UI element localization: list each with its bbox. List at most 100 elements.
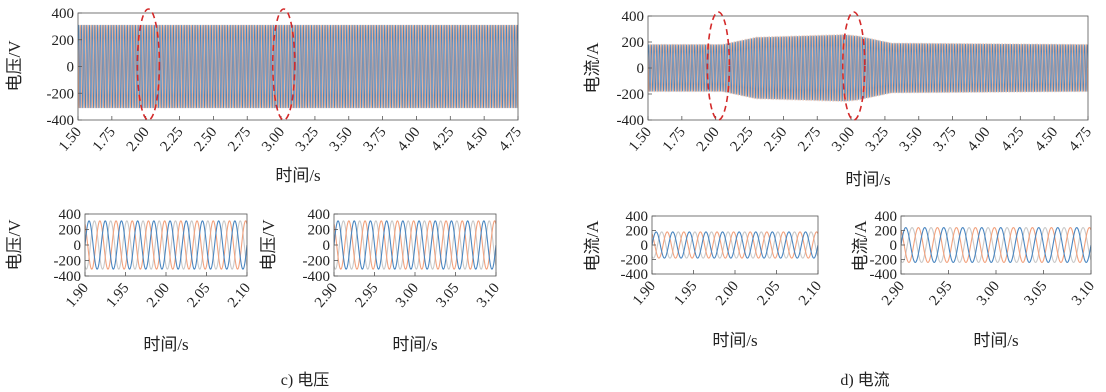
x-axis-label: 时间/s: [143, 335, 188, 354]
x-tick-label: 1.75: [660, 124, 689, 154]
y-tick-label: 200: [626, 224, 649, 240]
x-tick-label: 3.50: [327, 124, 356, 154]
series-phase-2: [652, 231, 818, 259]
x-tick-label: 2.75: [795, 124, 824, 154]
y-axis-label: 电压/V: [5, 219, 24, 271]
x-tick-label: 4.25: [998, 124, 1027, 154]
series-phase-3: [648, 34, 1088, 102]
series-phase-3: [901, 227, 1091, 263]
x-tick-label: 2.50: [761, 124, 790, 154]
y-tick-label: -200: [617, 87, 645, 103]
x-tick-label: 2.25: [727, 124, 756, 154]
x-tick-label: 3.05: [1021, 278, 1050, 308]
x-tick-label: 2.75: [225, 124, 254, 154]
x-tick-label: 3.75: [931, 124, 960, 154]
x-tick-label: 2.00: [694, 124, 723, 154]
x-tick-label: 3.25: [863, 124, 892, 154]
y-tick-label: -400: [303, 269, 331, 285]
y-tick-label: -400: [870, 267, 898, 283]
x-tick-label: 2.00: [713, 278, 742, 308]
y-tick-label: 0: [637, 61, 645, 77]
y-axis-label: 电流/A: [851, 220, 870, 272]
y-tick-label: -400: [47, 113, 75, 129]
x-tick-label: 1.95: [671, 278, 700, 308]
x-tick-label: 3.00: [829, 124, 858, 154]
x-tick-label: 3.25: [293, 124, 322, 154]
y-tick-label: -200: [47, 86, 75, 102]
x-tick-label: 4.00: [394, 124, 423, 154]
y-tick-label: -400: [617, 113, 645, 129]
x-tick-label: 3.75: [361, 124, 390, 154]
x-tick-label: 4.75: [1066, 124, 1095, 154]
x-tick-label: 2.95: [352, 280, 381, 310]
x-tick-label: 2.05: [184, 280, 213, 310]
y-tick-label: 400: [875, 209, 898, 225]
x-tick-label: 1.75: [90, 124, 119, 154]
x-tick-label: 2.10: [796, 278, 825, 308]
series-phase-3: [78, 24, 518, 109]
y-tick-label: 200: [308, 223, 331, 239]
y-tick-label: 0: [67, 60, 75, 76]
x-tick-label: 2.10: [225, 280, 254, 310]
y-tick-label: 200: [59, 223, 82, 239]
y-tick-label: 400: [626, 209, 649, 225]
x-tick-label: 3.05: [433, 280, 462, 310]
caption-current: d) 电流: [840, 371, 889, 389]
x-tick-label: 3.50: [897, 124, 926, 154]
x-tick-label: 4.50: [462, 124, 491, 154]
series-phase-2: [85, 220, 247, 270]
x-tick-label: 2.25: [157, 124, 186, 154]
x-tick-label: 1.95: [103, 280, 132, 310]
series-phase-2: [901, 227, 1091, 263]
x-tick-label: 2.00: [144, 280, 173, 310]
x-tick-label: 4.25: [428, 124, 457, 154]
series-phase-3: [652, 231, 818, 259]
x-tick-label: 3.10: [1069, 278, 1098, 308]
y-tick-label: 400: [59, 207, 82, 223]
x-tick-label: 3.00: [974, 278, 1003, 308]
y-tick-label: -400: [54, 269, 82, 285]
x-axis-label: 时间/s: [712, 331, 757, 350]
event-marker-ellipse: [706, 11, 731, 121]
event-marker-ellipse: [841, 11, 866, 121]
y-tick-label: 0: [890, 238, 898, 254]
series-phase-1: [652, 231, 818, 259]
series-phase-1: [334, 220, 496, 270]
y-tick-label: 0: [323, 238, 331, 254]
x-tick-label: 4.50: [1032, 124, 1061, 154]
x-axis-label: 时间/s: [392, 335, 437, 354]
x-tick-label: 3.00: [393, 280, 422, 310]
y-axis-label: 电流/A: [583, 42, 602, 94]
series-phase-3: [334, 220, 496, 270]
y-tick-label: -200: [54, 254, 82, 270]
y-tick-label: 400: [308, 207, 331, 223]
event-marker-ellipse: [271, 8, 296, 121]
y-axis-label: 电流/A: [583, 220, 602, 272]
y-tick-label: 0: [74, 238, 82, 254]
y-tick-label: -200: [303, 254, 331, 270]
x-tick-label: 2.95: [926, 278, 955, 308]
y-tick-label: -200: [870, 253, 898, 269]
y-tick-label: 400: [622, 9, 645, 25]
y-tick-label: -400: [621, 267, 649, 283]
x-tick-label: 2.00: [124, 124, 153, 154]
y-axis-label: 电压/V: [5, 40, 24, 92]
y-tick-label: -200: [621, 253, 649, 269]
series-phase-1: [901, 227, 1091, 263]
x-tick-label: 4.75: [496, 124, 525, 154]
y-tick-label: 200: [52, 33, 75, 49]
series-phase-3: [85, 220, 247, 270]
x-tick-label: 3.10: [474, 280, 503, 310]
series-phase-1: [85, 220, 247, 270]
y-tick-label: 0: [641, 238, 649, 254]
y-tick-label: 200: [622, 35, 645, 51]
y-tick-label: 200: [875, 224, 898, 240]
caption-voltage: c) 电压: [281, 371, 329, 389]
x-axis-label: 时间/s: [973, 331, 1018, 350]
x-tick-label: 3.00: [259, 124, 288, 154]
